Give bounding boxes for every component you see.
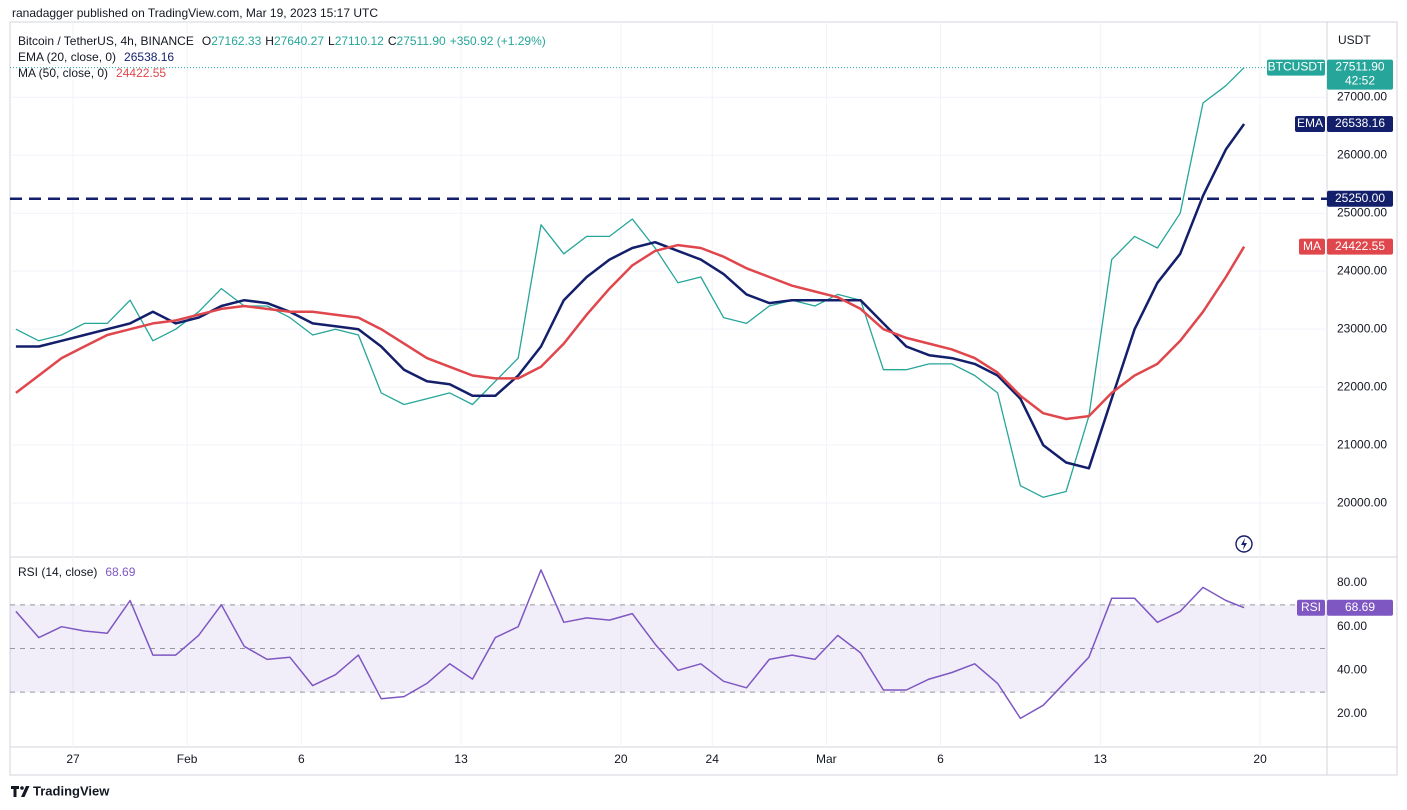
header: ranadagger published on TradingView.com,…	[12, 6, 378, 20]
legend-item: 26538.16	[124, 50, 174, 64]
y-tick-label: 40.00	[1337, 663, 1367, 677]
logo	[11, 786, 30, 797]
alert-icon	[1235, 535, 1253, 553]
value-label: 24422.55	[1335, 239, 1385, 253]
legend-item: C	[388, 34, 397, 48]
y-tick-label: 24000.00	[1337, 263, 1387, 277]
x-tick-label: 6	[937, 752, 944, 766]
x-tick-label: Mar	[816, 752, 837, 766]
tag-label: RSI	[1301, 600, 1321, 614]
x-tick-label: 13	[1094, 752, 1108, 766]
legend-item: 27640.27	[274, 34, 324, 48]
series-line	[15, 243, 1246, 421]
y-tick-label: 80.00	[1337, 575, 1367, 589]
level-label: 25250.00	[1335, 191, 1385, 205]
y-tick-label: 23000.00	[1337, 321, 1387, 335]
x-tick-label: 20	[1253, 752, 1267, 766]
legend-item: 24422.55	[116, 66, 166, 80]
legend-item: EMA (20, close, 0)	[18, 50, 116, 64]
y-tick-label: 20000.00	[1337, 495, 1387, 509]
footer-brand: TradingView	[33, 783, 110, 798]
rsi-band	[10, 604, 1327, 693]
y-tick-label: 60.00	[1337, 619, 1367, 633]
tag-box	[1297, 599, 1325, 616]
legend: EMA (20, close, 0) 26538.16	[18, 50, 174, 64]
legend-item: Bitcoin / TetherUS, 4h, BINANCE	[18, 34, 194, 48]
legend: Bitcoin / TetherUS, 4h, BINANCE O27162.33…	[18, 34, 546, 48]
value-box	[1327, 238, 1393, 255]
value-label: 26538.16	[1335, 116, 1385, 130]
value-box	[1327, 599, 1393, 616]
legend-item: H	[265, 34, 274, 48]
y-tick-label: 27000.00	[1337, 89, 1387, 103]
series-line	[15, 569, 1245, 720]
legend-item: MA (50, close, 0)	[18, 66, 108, 80]
legend-item: RSI (14, close)	[18, 565, 97, 579]
y-tick-label: 20.00	[1337, 706, 1367, 720]
axis-unit: USDT	[1338, 33, 1371, 47]
series-line	[15, 123, 1246, 470]
legend-item: 27110.12	[335, 34, 384, 48]
legend: MA (50, close, 0) 24422.55	[18, 66, 166, 80]
x-tick-label: 24	[706, 752, 720, 766]
series-line	[15, 67, 1245, 498]
tag-box	[1267, 59, 1325, 76]
x-tick-label: 13	[454, 752, 468, 766]
frame	[9, 21, 1398, 776]
tag-box	[1299, 238, 1325, 255]
legend-item: 27162.33	[211, 34, 261, 48]
legend-item: +350.92 (+1.29%)	[450, 34, 546, 48]
level-box	[1327, 190, 1393, 207]
x-tick-label: 27	[66, 752, 80, 766]
legend-item: O	[202, 34, 211, 48]
legend-item: 27511.90	[397, 34, 446, 48]
value-label: 68.69	[1345, 600, 1375, 614]
tag-label: BTCUSDT	[1268, 60, 1325, 74]
y-tick-label: 26000.00	[1337, 147, 1387, 161]
value-box	[1327, 59, 1393, 90]
x-tick-label: 20	[614, 752, 628, 766]
x-tick-label: Feb	[177, 752, 198, 766]
value-box	[1327, 116, 1393, 133]
y-tick-label: 21000.00	[1337, 437, 1387, 451]
tag-box	[1295, 116, 1325, 133]
tag-label: MA	[1303, 239, 1321, 253]
tag-label: EMA	[1297, 116, 1323, 130]
x-tick-label: 6	[298, 752, 305, 766]
y-tick-label: 25000.00	[1337, 205, 1387, 219]
y-tick-label: 22000.00	[1337, 379, 1387, 393]
legend-item: L	[328, 34, 335, 48]
legend-item: 68.69	[105, 565, 135, 579]
value-label: 27511.90	[1335, 60, 1384, 74]
legend: RSI (14, close) 68.69	[18, 565, 136, 579]
countdown: 42:52	[1345, 74, 1375, 88]
